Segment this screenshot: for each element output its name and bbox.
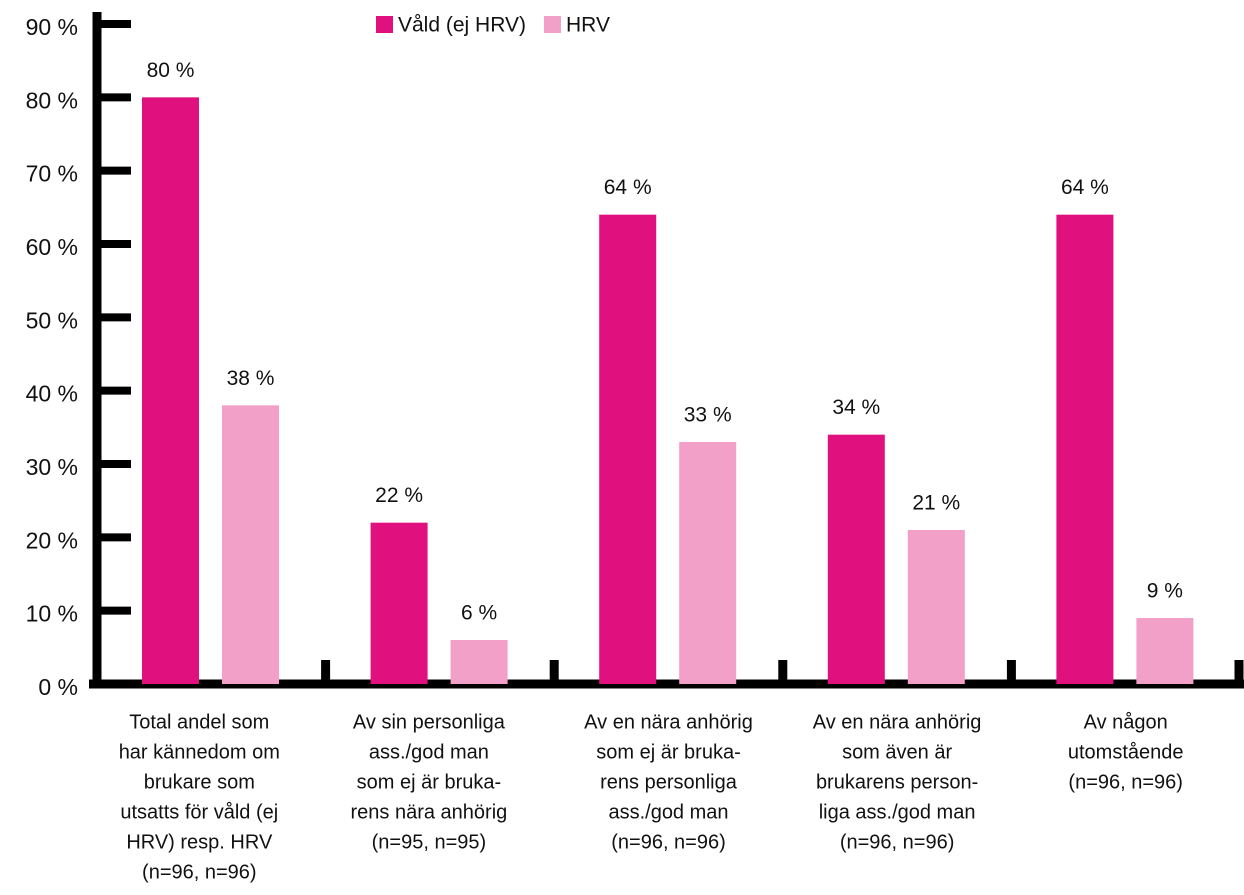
x-tick-label: ass./god man [608,801,728,823]
x-tick-label: Av en nära anhörig [813,711,982,733]
bar [1056,214,1114,684]
legend-swatch [376,16,393,33]
y-tick-label: 0 % [38,674,78,700]
value-label: 80 % [147,59,195,82]
value-label: 38 % [227,367,275,390]
x-tick-label: brukarens person- [816,771,978,793]
x-tick-label: rens personliga [600,771,738,793]
x-tick-label: (n=95, n=95) [372,831,487,853]
value-label: 21 % [912,492,960,515]
value-label: 64 % [604,176,652,199]
x-tick-label: rens nära anhörig [351,801,508,823]
value-label: 22 % [375,484,423,507]
x-tick-label: Av någon [1084,711,1168,733]
bar [142,97,199,685]
bar [907,530,965,684]
y-tick-label: 70 % [26,161,78,187]
x-tick-label: som ej är bruka- [596,741,741,763]
bar [827,434,885,684]
x-tick-label: ass./god man [369,741,489,763]
x-tick-label: (n=96, n=96) [840,831,955,853]
y-tick-label: 60 % [26,234,78,260]
y-tick-label: 40 % [26,381,78,407]
x-tick-label: liga ass./god man [819,801,976,823]
y-tick-label: 80 % [26,87,78,113]
y-tick-label: 50 % [26,307,78,333]
x-tick-label: (n=96, n=96) [142,861,257,883]
value-label: 9 % [1147,580,1183,603]
x-tick-label: utomstående [1068,741,1184,763]
legend-swatch [544,16,561,33]
x-tick-label: (n=96, n=96) [1068,771,1183,793]
legend-label: HRV [566,14,610,37]
y-tick-label: 20 % [26,527,78,553]
y-tick-label: 30 % [26,454,78,480]
bar [679,442,737,684]
x-tick-label: (n=96, n=96) [611,831,726,853]
bar [222,405,279,684]
x-tick-label: Total andel som [129,711,269,733]
x-tick-label: har kännedom om [119,741,280,763]
value-label: 34 % [832,396,880,419]
y-tick-label: 10 % [26,601,78,627]
bar [370,522,428,684]
bar [599,214,657,684]
x-tick-label: utsatts för våld (ej [120,801,278,823]
x-tick-label: brukare som [144,771,255,793]
x-tick-label: som även är [842,741,952,763]
x-tick-label: som ej är bruka- [357,771,502,793]
legend-label: Våld (ej HRV) [398,14,526,37]
y-tick-label: 90 % [26,14,78,40]
value-label: 6 % [461,602,497,625]
bar [1136,618,1194,684]
x-tick-label: Av en nära anhörig [584,711,753,733]
value-label: 33 % [684,404,732,427]
x-tick-label: HRV) resp. HRV [126,831,273,853]
bar [450,640,508,684]
x-tick-label: Av sin personliga [353,711,506,733]
value-label: 64 % [1061,176,1109,199]
